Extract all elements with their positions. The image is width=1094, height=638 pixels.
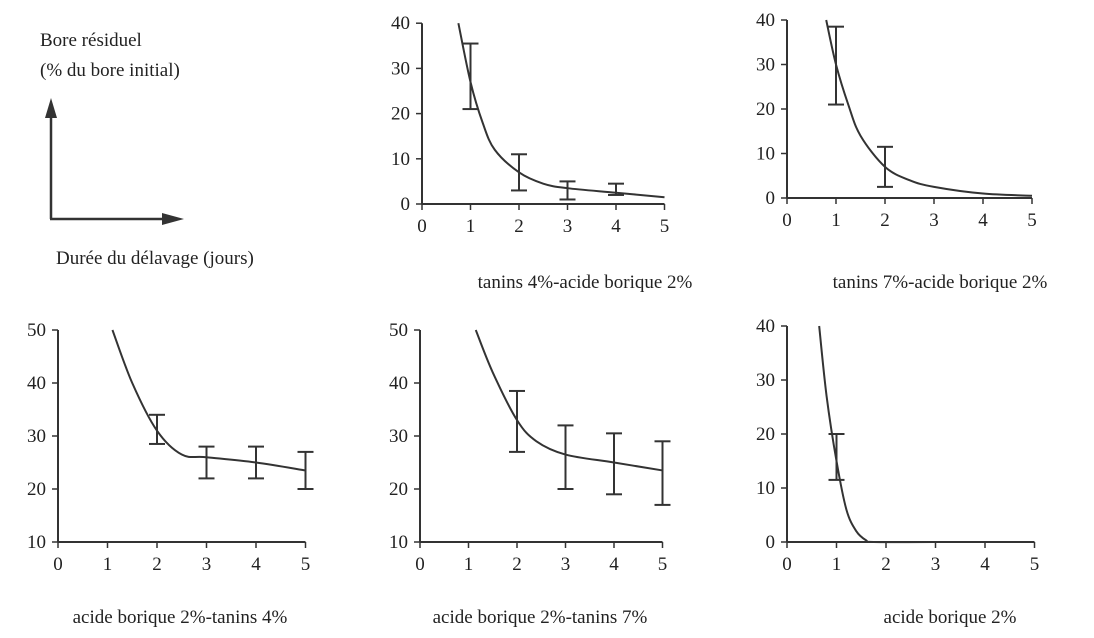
chart-title: acide borique 2%-tanins 4% xyxy=(73,607,288,628)
key-axes-diagram xyxy=(45,98,184,225)
error-bar xyxy=(297,450,314,490)
chart-panel-acide2: 0 1 2 3 4 5 0 10 20 30 40 acide borique 2% xyxy=(735,310,1094,633)
y-tick-label: 20 xyxy=(389,479,408,500)
y-tick-label: 30 xyxy=(756,370,775,391)
error-bar xyxy=(462,42,479,111)
series-curve xyxy=(111,329,306,472)
y-tick-label: 10 xyxy=(756,478,775,499)
x-tick-label: 0 xyxy=(417,216,427,237)
error-bar xyxy=(557,424,574,490)
x-tick-label: 2 xyxy=(152,554,162,575)
x-tick-label: 5 xyxy=(1027,210,1037,231)
y-tick-label: 30 xyxy=(27,426,46,447)
x-tick-label: 0 xyxy=(782,554,792,575)
y-tick-label: 20 xyxy=(756,99,775,120)
x-tick-label: 4 xyxy=(978,210,988,231)
x-tick-label: 2 xyxy=(512,554,522,575)
y-tick-label: 30 xyxy=(756,55,775,76)
chart-svg: 0 1 2 3 4 5 0 10 20 30 40 tanins 4%-acide borique 2… xyxy=(391,13,693,293)
error-bar xyxy=(511,153,527,192)
y-tick-label: 0 xyxy=(766,188,776,209)
error-bar xyxy=(559,180,576,201)
x-tick-label: 3 xyxy=(929,210,939,231)
y-tick-label: 30 xyxy=(389,426,408,447)
chart-panel-tanins7-acide2: 0 1 2 3 4 5 0 10 20 30 40 tanins 7%-acide borique 2… xyxy=(735,10,1094,300)
x-tick-label: 3 xyxy=(561,554,571,575)
y-tick-label: 20 xyxy=(391,104,410,125)
key-y-label-line2: (% du bore initial) xyxy=(40,60,180,81)
key-y-label-line1: Bore résiduel xyxy=(40,30,142,51)
y-tick-label: 40 xyxy=(389,373,408,394)
chart-svg: 0 1 2 3 4 5 0 10 20 30 40 tanins 7%-acide borique 2… xyxy=(756,10,1048,293)
x-tick-label: 1 xyxy=(103,554,113,575)
error-bar xyxy=(198,445,215,480)
error-bar xyxy=(509,389,525,453)
chart-panel-acide2-tanins4: 0 1 2 3 4 5 10 20 30 40 50 acide borique 2%-tanins … xyxy=(0,310,360,633)
x-tick-label: 2 xyxy=(514,216,524,237)
x-tick-label: 3 xyxy=(563,216,573,237)
y-tick-label: 10 xyxy=(27,532,46,553)
error-bar xyxy=(828,25,844,106)
error-bar xyxy=(828,433,845,481)
chart-svg: 0 1 2 3 4 5 10 20 30 40 50 acide borique 2%-tanins … xyxy=(389,320,671,628)
error-bar xyxy=(149,413,165,445)
chart-panel-tanins4-acide2: 0 1 2 3 4 5 0 10 20 30 40 tanins 4%-acide borique 2… xyxy=(370,10,700,300)
chart-title: acide borique 2% xyxy=(884,607,1017,628)
x-tick-label: 5 xyxy=(301,554,311,575)
y-tick-label: 30 xyxy=(391,58,410,79)
error-bar xyxy=(248,445,264,480)
y-tick-label: 10 xyxy=(389,532,408,553)
y-tick-label: 20 xyxy=(756,424,775,445)
y-tick-label: 40 xyxy=(27,373,46,394)
x-tick-label: 4 xyxy=(609,554,619,575)
chart-svg: 0 1 2 3 4 5 0 10 20 30 40 acide borique 2% xyxy=(756,316,1040,628)
x-tick-label: 1 xyxy=(464,554,474,575)
series-curve xyxy=(474,329,663,472)
error-bar xyxy=(606,432,622,496)
x-tick-label: 0 xyxy=(53,554,63,575)
key-y-arrowhead-icon xyxy=(45,98,57,118)
x-tick-label: 4 xyxy=(251,554,261,575)
error-bar xyxy=(877,145,893,188)
key-x-label: Durée du délavage (jours) xyxy=(56,248,254,269)
x-tick-label: 0 xyxy=(415,554,425,575)
y-tick-label: 20 xyxy=(27,479,46,500)
series-curve xyxy=(825,19,1033,197)
x-tick-label: 3 xyxy=(931,554,941,575)
x-tick-label: 0 xyxy=(782,210,792,231)
series-curve xyxy=(818,325,1035,544)
y-tick-label: 0 xyxy=(401,194,411,215)
x-tick-label: 4 xyxy=(980,554,990,575)
chart-svg: 0 1 2 3 4 5 10 20 30 40 50 acide borique 2%-tanins … xyxy=(27,320,314,628)
chart-title: tanins 7%-acide borique 2% xyxy=(833,272,1048,293)
y-tick-label: 10 xyxy=(756,144,775,165)
x-tick-label: 1 xyxy=(466,216,476,237)
error-bar xyxy=(654,440,671,506)
x-tick-label: 5 xyxy=(660,216,670,237)
y-tick-label: 40 xyxy=(756,10,775,31)
error-bar xyxy=(608,182,624,196)
x-tick-label: 5 xyxy=(658,554,668,575)
y-tick-label: 10 xyxy=(391,149,410,170)
y-tick-label: 50 xyxy=(389,320,408,341)
x-tick-label: 3 xyxy=(202,554,212,575)
y-tick-label: 40 xyxy=(391,13,410,34)
x-tick-label: 2 xyxy=(880,210,890,231)
chart-title: acide borique 2%-tanins 7% xyxy=(433,607,648,628)
series-curve xyxy=(457,22,665,199)
x-tick-label: 5 xyxy=(1030,554,1040,575)
x-tick-label: 1 xyxy=(831,210,841,231)
key-x-arrowhead-icon xyxy=(162,213,184,225)
y-tick-label: 0 xyxy=(766,532,776,553)
x-tick-label: 4 xyxy=(611,216,621,237)
y-tick-label: 50 xyxy=(27,320,46,341)
chart-title: tanins 4%-acide borique 2% xyxy=(478,272,693,293)
key-diagram: Bore résiduel (% du bore initial) Durée … xyxy=(0,0,340,290)
y-tick-label: 40 xyxy=(756,316,775,337)
x-tick-label: 1 xyxy=(832,554,842,575)
x-tick-label: 2 xyxy=(881,554,891,575)
chart-panel-acide2-tanins7: 0 1 2 3 4 5 10 20 30 40 50 acide borique 2%-tanins … xyxy=(360,310,730,633)
